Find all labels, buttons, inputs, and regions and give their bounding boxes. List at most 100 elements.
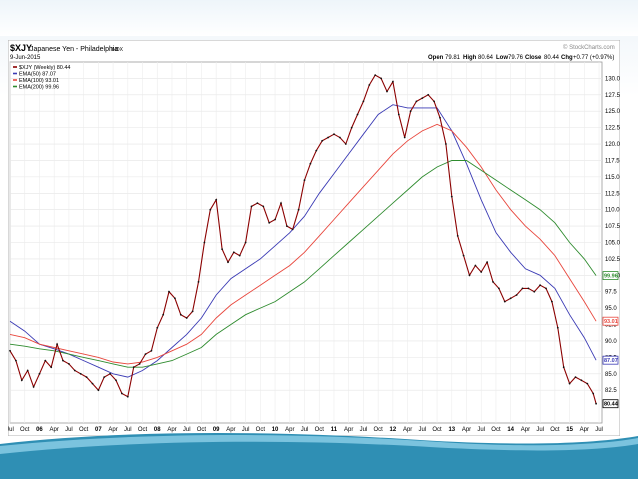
price-point (368, 84, 371, 86)
x-tick-label: Apr (50, 427, 59, 433)
quote-close-label: Close (525, 55, 542, 61)
price-point (545, 287, 547, 290)
series-line-ema-200- (9, 160, 597, 368)
x-tick-label: Oct (432, 427, 442, 433)
wave-light (0, 435, 638, 454)
x-tick-label: Apr (226, 427, 235, 433)
x-tick-label: 13 (448, 427, 455, 433)
x-tick-label: Jul (183, 427, 191, 433)
x-tick-label: Apr (167, 427, 176, 433)
x-tick-label: Apr (285, 427, 294, 433)
slide-bottom-wave (0, 433, 638, 479)
x-tick-label: Jul (301, 427, 309, 433)
price-point (574, 376, 577, 378)
price-point (9, 349, 11, 352)
price-point (132, 366, 135, 369)
price-point (256, 202, 259, 205)
price-point (556, 326, 559, 329)
grid (9, 62, 602, 423)
price-point (121, 392, 123, 395)
price-point (109, 372, 111, 375)
x-tick-label: Jul (124, 427, 132, 433)
y-tick-label: 127.5 (605, 93, 620, 99)
price-point (32, 386, 35, 388)
price-point (445, 143, 447, 145)
x-axis: Jul Oct 06 Apr Jul Oct 07 Apr Jul Oct 08 Apr Jul Oct 0… (8, 427, 603, 433)
x-tick-label: 11 (331, 427, 338, 433)
x-tick-label: 10 (272, 427, 279, 433)
price-point (486, 261, 488, 264)
price-point (356, 113, 359, 116)
x-tick-label: Jul (536, 427, 544, 433)
price-point (421, 97, 424, 99)
price-point (595, 402, 597, 405)
price-point (20, 379, 23, 382)
x-tick-label: 12 (390, 427, 397, 433)
price-point (274, 218, 276, 221)
x-tick-label: Apr (403, 427, 412, 433)
price-point (350, 126, 353, 129)
quote-line: Open 79.81 High 80.64 Low 79.76 Close 80… (428, 55, 614, 61)
x-tick-label: Oct (315, 427, 325, 433)
quote-high-value: 80.64 (478, 55, 494, 61)
y-tick-label: 122.5 (605, 126, 620, 132)
price-point (156, 326, 159, 329)
price-point (450, 195, 453, 198)
price-point (244, 241, 247, 244)
price-point (126, 395, 129, 398)
price-point (321, 139, 324, 142)
y-tick-label: 105.0 (605, 241, 620, 247)
price-point (362, 100, 365, 103)
x-tick-label: Apr (108, 427, 117, 433)
end-value-box (602, 399, 619, 409)
legend-entry: EMA(50) 87.07 (19, 72, 56, 78)
price-point (203, 241, 206, 244)
x-tick-label: Oct (197, 427, 207, 433)
price-point (344, 143, 347, 145)
price-point (533, 290, 536, 293)
x-tick-label: Apr (580, 427, 589, 433)
x-tick-label: Oct (550, 427, 560, 433)
x-tick-label: Jul (65, 427, 73, 433)
price-point (38, 372, 41, 375)
quote-chg-value: +0.77 (+0.97%) (573, 55, 614, 61)
price-point (168, 290, 170, 293)
price-point (403, 136, 406, 139)
x-tick-label: Oct (256, 427, 266, 433)
y-tick-label: 97.5 (605, 290, 617, 296)
price-point (221, 248, 224, 251)
price-point (162, 313, 165, 316)
legend-entry: EMA(100) 93.01 (19, 78, 59, 84)
x-tick-label: Oct (79, 427, 89, 433)
x-tick-label: Jul (8, 427, 14, 433)
price-point (138, 363, 141, 365)
price-point (568, 382, 571, 385)
price-point (215, 198, 218, 201)
legend-entry: EMA(200) 99.96 (19, 85, 59, 91)
price-point (179, 313, 182, 316)
x-tick-label: Jul (242, 427, 250, 433)
price-point (521, 287, 524, 290)
x-tick-label: Apr (521, 427, 530, 433)
price-point (79, 372, 82, 375)
y-tick-label: 117.5 (605, 158, 620, 164)
price-point (44, 359, 47, 362)
chart-title: Japanese Yen - Philadelphia (30, 46, 118, 53)
legend-entry: $XJY (Weekly) 80.44 (19, 65, 70, 71)
y-tick-label: 130.0 (605, 76, 620, 82)
end-value-label: 80.44 (604, 402, 619, 408)
price-point (474, 264, 477, 267)
price-point (115, 379, 117, 382)
x-tick-label: 06 (36, 427, 43, 433)
y-tick-label: 112.5 (605, 191, 620, 197)
y-tick-label: 90.0 (605, 339, 617, 345)
price-point (503, 300, 506, 303)
price-point (297, 208, 300, 211)
price-point (392, 80, 394, 83)
end-value-label: 87.07 (604, 358, 618, 364)
price-point (150, 349, 153, 352)
price-point (309, 162, 312, 165)
x-tick-label: Apr (344, 427, 353, 433)
y-axis: 82.585.087.590.092.595.097.5100.0102.510… (602, 76, 620, 409)
price-point (250, 205, 253, 208)
